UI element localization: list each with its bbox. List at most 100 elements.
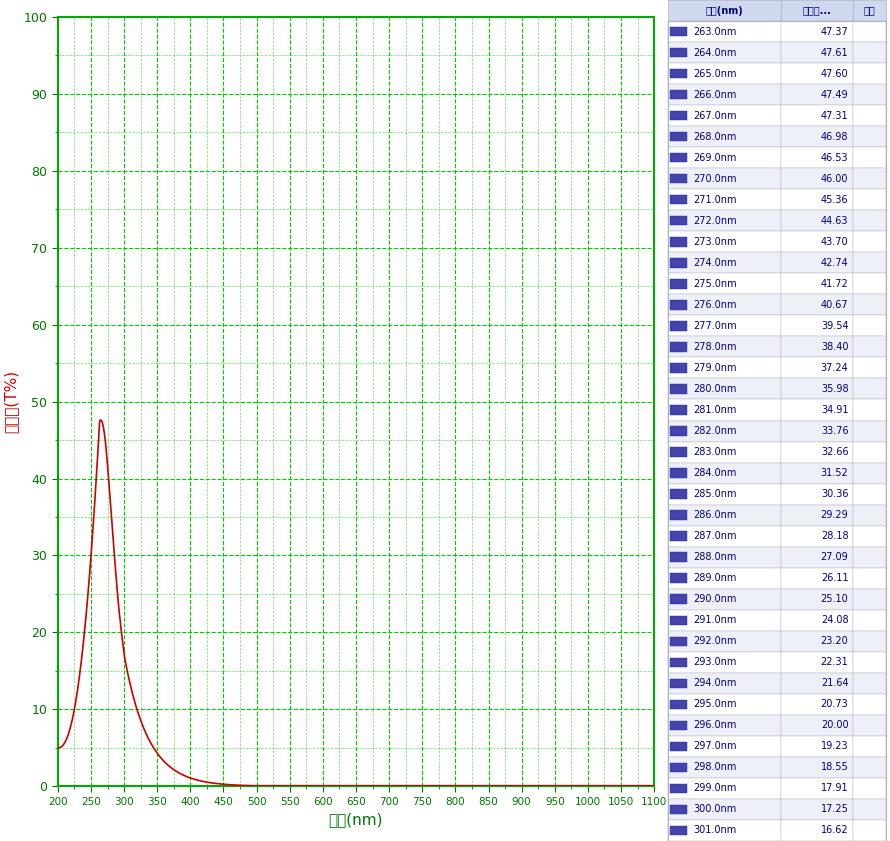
Bar <box>669 637 687 646</box>
Bar <box>668 694 781 715</box>
Text: 峰宽: 峰宽 <box>863 6 875 15</box>
Bar <box>669 90 687 99</box>
Bar <box>853 42 886 63</box>
Bar <box>669 447 687 457</box>
Bar <box>853 484 886 505</box>
Bar <box>669 237 687 246</box>
Bar <box>853 168 886 189</box>
Bar <box>781 294 853 315</box>
Bar <box>668 736 781 757</box>
Bar <box>781 778 853 799</box>
Text: 38.40: 38.40 <box>821 342 848 352</box>
Text: 275.0nm: 275.0nm <box>693 279 737 288</box>
Text: 27.09: 27.09 <box>821 553 848 562</box>
Text: 波长(nm): 波长(nm) <box>705 6 743 15</box>
Bar <box>781 315 853 336</box>
Bar <box>668 42 781 63</box>
Text: 17.25: 17.25 <box>821 805 848 814</box>
Text: 47.37: 47.37 <box>821 27 848 36</box>
Text: 31.52: 31.52 <box>821 468 848 478</box>
Text: 277.0nm: 277.0nm <box>693 321 737 331</box>
Text: 47.49: 47.49 <box>821 90 848 99</box>
Bar <box>781 505 853 526</box>
Bar <box>853 589 886 610</box>
Bar <box>853 652 886 673</box>
Bar <box>781 42 853 63</box>
Bar <box>853 294 886 315</box>
Text: 296.0nm: 296.0nm <box>693 721 737 730</box>
Bar <box>668 631 781 652</box>
Bar <box>669 69 687 78</box>
Bar <box>781 357 853 378</box>
Bar <box>853 252 886 273</box>
Text: 47.60: 47.60 <box>821 69 848 78</box>
Bar <box>781 399 853 420</box>
Text: 29.29: 29.29 <box>821 510 848 520</box>
Bar <box>853 105 886 126</box>
Bar <box>781 210 853 231</box>
Bar <box>668 652 781 673</box>
Text: 274.0nm: 274.0nm <box>693 258 737 267</box>
Bar <box>668 315 781 336</box>
Bar <box>853 694 886 715</box>
Bar <box>853 231 886 252</box>
Text: 透过率...: 透过率... <box>803 6 831 15</box>
Bar <box>669 742 687 751</box>
Text: 284.0nm: 284.0nm <box>693 468 737 478</box>
Text: 28.18: 28.18 <box>821 532 848 541</box>
Bar <box>853 0 886 21</box>
Bar <box>781 378 853 399</box>
Bar <box>668 21 781 42</box>
Bar <box>853 715 886 736</box>
Text: 263.0nm: 263.0nm <box>693 27 737 36</box>
Text: 20.73: 20.73 <box>821 700 848 709</box>
Bar <box>668 420 781 442</box>
Text: 46.00: 46.00 <box>821 174 848 183</box>
Bar <box>781 526 853 547</box>
Bar <box>668 484 781 505</box>
Bar <box>853 505 886 526</box>
Bar <box>668 399 781 420</box>
Bar <box>781 694 853 715</box>
Text: 20.00: 20.00 <box>821 721 848 730</box>
Text: 286.0nm: 286.0nm <box>693 510 737 520</box>
Bar <box>853 547 886 568</box>
Bar <box>668 589 781 610</box>
Bar <box>669 111 687 120</box>
Bar <box>781 231 853 252</box>
Text: 279.0nm: 279.0nm <box>693 363 737 373</box>
Bar <box>781 631 853 652</box>
Text: 293.0nm: 293.0nm <box>693 658 737 667</box>
Bar <box>781 589 853 610</box>
Text: 273.0nm: 273.0nm <box>693 237 737 246</box>
Text: 35.98: 35.98 <box>821 384 848 394</box>
Bar <box>781 147 853 168</box>
Text: 294.0nm: 294.0nm <box>693 679 737 688</box>
Text: 46.53: 46.53 <box>821 153 848 162</box>
Bar <box>669 826 687 835</box>
Bar <box>669 510 687 520</box>
Bar <box>853 378 886 399</box>
Bar <box>853 526 886 547</box>
Bar <box>669 405 687 415</box>
Bar <box>668 757 781 778</box>
Bar <box>669 679 687 688</box>
Bar <box>781 63 853 84</box>
Bar <box>669 721 687 730</box>
Bar <box>668 378 781 399</box>
Text: 287.0nm: 287.0nm <box>693 532 737 541</box>
Bar <box>853 21 886 42</box>
Text: 300.0nm: 300.0nm <box>693 805 737 814</box>
Bar <box>669 805 687 814</box>
Bar <box>669 132 687 141</box>
Bar <box>853 442 886 463</box>
Text: 285.0nm: 285.0nm <box>693 489 737 499</box>
Bar <box>669 216 687 225</box>
Bar <box>853 126 886 147</box>
Text: 267.0nm: 267.0nm <box>693 111 737 120</box>
Text: 268.0nm: 268.0nm <box>693 132 737 141</box>
Text: 21.64: 21.64 <box>821 679 848 688</box>
Bar <box>668 610 781 631</box>
Text: 47.31: 47.31 <box>821 111 848 120</box>
Bar <box>781 610 853 631</box>
